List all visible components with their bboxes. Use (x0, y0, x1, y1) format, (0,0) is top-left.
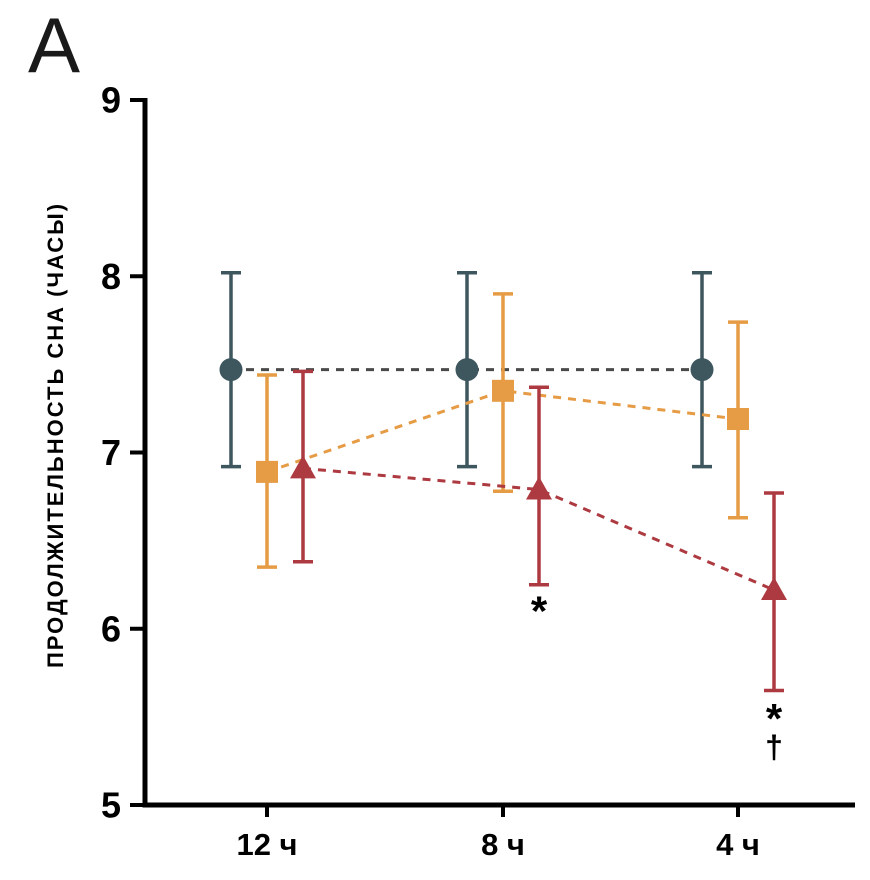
y-tick-label: 6 (101, 608, 121, 649)
significance-dagger: † (765, 729, 783, 765)
marker-square (256, 460, 278, 483)
x-tick-label: 4 ч (716, 827, 760, 862)
y-tick-label: 7 (101, 432, 121, 473)
marker-circle (690, 358, 714, 382)
x-tick-label: 12 ч (236, 827, 297, 862)
y-tick-label: 9 (101, 80, 121, 121)
marker-circle (219, 358, 243, 382)
significance-star: * (766, 695, 783, 742)
marker-square (492, 379, 514, 402)
panel-label: A (28, 1, 81, 89)
marker-triangle (526, 476, 552, 500)
marker-triangle (761, 576, 787, 600)
marker-square (727, 408, 749, 431)
y-tick-label: 8 (101, 256, 121, 297)
triangle-series-line (302, 466, 775, 592)
square-series-line (266, 389, 739, 474)
x-tick-label: 8 ч (481, 827, 525, 862)
marker-circle (455, 358, 479, 382)
y-tick-label: 5 (101, 785, 121, 826)
significance-star: * (531, 588, 548, 635)
marker-triangle (290, 455, 316, 479)
